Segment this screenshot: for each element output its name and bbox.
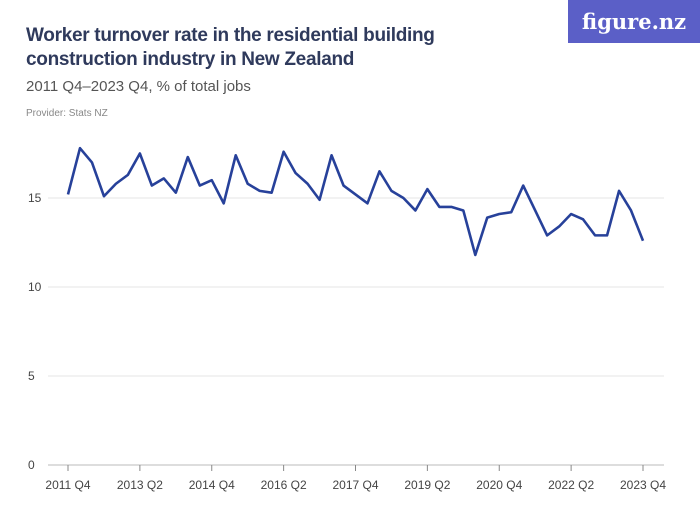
x-tick-label: 2014 Q4 — [189, 478, 235, 492]
x-tick-label: 2023 Q4 — [620, 478, 666, 492]
x-tick-label: 2013 Q2 — [117, 478, 163, 492]
y-tick-label: 0 — [28, 458, 35, 472]
x-tick-label: 2022 Q2 — [548, 478, 594, 492]
x-tick-label: 2017 Q4 — [332, 478, 378, 492]
x-tick-label: 2011 Q4 — [45, 478, 90, 492]
x-tick-label: 2019 Q2 — [404, 478, 450, 492]
chart-subtitle: 2011 Q4–2023 Q4, % of total jobs — [26, 78, 251, 95]
y-tick-label: 5 — [28, 369, 35, 383]
y-tick-label: 10 — [28, 280, 42, 294]
chart-title: Worker turnover rate in the residential … — [26, 25, 435, 70]
x-tick-label: 2020 Q4 — [476, 478, 522, 492]
figure-nz-logo[interactable]: figure.nz — [568, 0, 700, 43]
x-tick-label: 2016 Q2 — [261, 478, 307, 492]
provider-label: Provider: Stats NZ — [26, 108, 108, 119]
y-tick-label: 15 — [28, 191, 42, 205]
series-line — [66, 146, 645, 257]
